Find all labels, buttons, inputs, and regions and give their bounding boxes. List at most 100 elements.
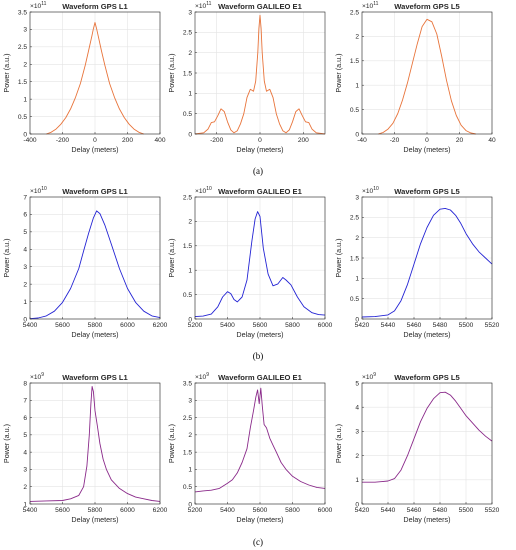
y-tick-label: 0.5 (183, 484, 192, 491)
x-tick-label: 40 (488, 137, 496, 144)
x-tick-label: 5800 (285, 507, 300, 514)
y-tick-label: 3 (23, 27, 27, 34)
chart-title: Waveform GPS L5 (394, 187, 460, 196)
y-tick-label: 4 (23, 247, 27, 254)
y-tick-label: 0 (355, 501, 359, 508)
x-tick-label: 0 (425, 137, 429, 144)
y-tick-label: 2 (188, 50, 192, 57)
x-tick-label: 200 (122, 137, 133, 144)
chart-panel-1: -400 -200 0 200 400 0 0.5 1 1.5 2 2.5 3 3.5 Waveform … (2, 1, 166, 154)
chart-title: Waveform GALILEO E1 (218, 187, 302, 196)
y-tick-label: 3 (188, 9, 192, 16)
y-tick-label: 1.5 (350, 255, 359, 262)
axis-multiplier: ×109 (362, 372, 376, 381)
x-tick-label: -200 (56, 137, 70, 144)
y-tick-label: 6 (23, 212, 27, 219)
y-axis-label: Power (a.u.) (334, 53, 343, 92)
caption-row-a: (a) (253, 166, 263, 176)
series-line (29, 386, 161, 502)
x-tick-label: 6200 (153, 507, 168, 514)
series-line (361, 207, 493, 318)
y-tick-label: 0 (188, 316, 192, 323)
y-tick-label: 5 (355, 380, 359, 387)
x-tick-label: 5200 (188, 507, 203, 514)
x-axis-label: Delay (meters) (71, 145, 118, 154)
x-tick-label: 5460 (407, 507, 422, 514)
chart-title: Waveform GPS L1 (62, 373, 128, 382)
chart-panel-7: 5400 5600 5800 6000 6200 1 2 3 4 5 6 7 8 Waveform GPS… (2, 372, 168, 524)
y-tick-label: 1.5 (350, 58, 359, 65)
y-axis-label: Power (a.u.) (2, 53, 11, 92)
y-tick-label: 1 (23, 299, 27, 306)
multiplier-exponent: 11 (206, 1, 211, 7)
x-tick-label: -400 (23, 137, 37, 144)
y-tick-label: 0 (23, 316, 27, 323)
x-tick-label: 6200 (153, 322, 168, 329)
x-tick-label: 6000 (120, 322, 135, 329)
chart-panel-4: 5400 5600 5800 6000 6200 0 1 2 3 4 5 6 7 Waveform GPS… (2, 186, 168, 339)
x-tick-label: 5600 (55, 322, 70, 329)
x-tick-label: 5800 (88, 322, 103, 329)
series-line (378, 18, 476, 135)
x-tick-label: 5800 (285, 322, 300, 329)
x-axis-label: Delay (meters) (403, 515, 450, 524)
x-tick-label: 5600 (55, 507, 70, 514)
x-tick-label: 20 (456, 137, 464, 144)
caption-row-b: (b) (253, 351, 264, 361)
multiplier-base: ×10 (30, 3, 42, 10)
y-tick-label: 2.5 (183, 194, 192, 201)
x-tick-label: 5520 (485, 322, 500, 329)
multiplier-exponent: 9 (206, 372, 209, 378)
x-tick-label: 200 (298, 137, 309, 144)
y-tick-label: 2 (23, 281, 27, 288)
x-axis-label: Delay (meters) (236, 330, 283, 339)
axis-multiplier: ×1010 (30, 186, 47, 195)
multiplier-exponent: 9 (41, 372, 44, 378)
y-tick-label: 3.5 (183, 380, 192, 387)
x-tick-label: 5400 (23, 322, 38, 329)
y-tick-label: 1 (23, 96, 27, 103)
chart-panel-8: 5200 5400 5600 5800 6000 0 0.5 1 1.5 2 2.5 3 3.5 Wave… (167, 372, 333, 524)
series-line (46, 22, 144, 135)
y-axis-label: Power (a.u.) (2, 238, 11, 277)
x-tick-label: 5200 (188, 322, 203, 329)
series-line (362, 391, 493, 483)
series-line (194, 14, 326, 135)
multiplier-base: ×10 (362, 3, 374, 10)
x-tick-label: 5400 (220, 507, 235, 514)
chart-title: Waveform GPS L1 (62, 187, 128, 196)
y-tick-label: 3 (23, 264, 27, 271)
y-tick-label: 1.5 (183, 243, 192, 250)
x-axis-label: Delay (meters) (236, 145, 283, 154)
plot-area (362, 383, 492, 504)
y-axis-label: Power (a.u.) (167, 424, 176, 463)
y-tick-label: 7 (23, 398, 27, 405)
y-tick-label: 0 (188, 501, 192, 508)
x-tick-label: -200 (210, 137, 224, 144)
y-tick-label: 1.5 (183, 70, 192, 77)
y-tick-label: 2.5 (183, 30, 192, 37)
axis-multiplier: ×109 (195, 372, 209, 381)
x-tick-label: 5400 (220, 322, 235, 329)
y-tick-label: 3 (355, 194, 359, 201)
chart-title: Waveform GALILEO E1 (218, 373, 302, 382)
chart-title: Waveform GALILEO E1 (218, 2, 302, 11)
y-tick-label: 1 (188, 268, 192, 275)
x-tick-label: 5440 (381, 322, 396, 329)
multiplier-base: ×10 (362, 374, 374, 381)
chart-panel-5: 5200 5400 5600 5800 6000 0 0.5 1 1.5 2 2.5 Waveform… (167, 186, 333, 339)
x-tick-label: 5600 (253, 507, 268, 514)
x-tick-label: 6000 (120, 507, 135, 514)
y-tick-label: 5 (23, 432, 27, 439)
y-tick-label: 3 (188, 398, 192, 405)
y-tick-label: 1.5 (183, 449, 192, 456)
x-tick-label: 5800 (88, 507, 103, 514)
y-tick-label: 1.5 (18, 79, 27, 86)
y-tick-label: 1 (355, 477, 359, 484)
x-tick-label: -40 (357, 137, 367, 144)
multiplier-base: ×10 (30, 188, 42, 195)
y-tick-label: 4 (355, 405, 359, 412)
y-tick-label: 2 (23, 62, 27, 69)
x-tick-label: 5420 (355, 507, 370, 514)
y-tick-label: 0.5 (350, 107, 359, 114)
